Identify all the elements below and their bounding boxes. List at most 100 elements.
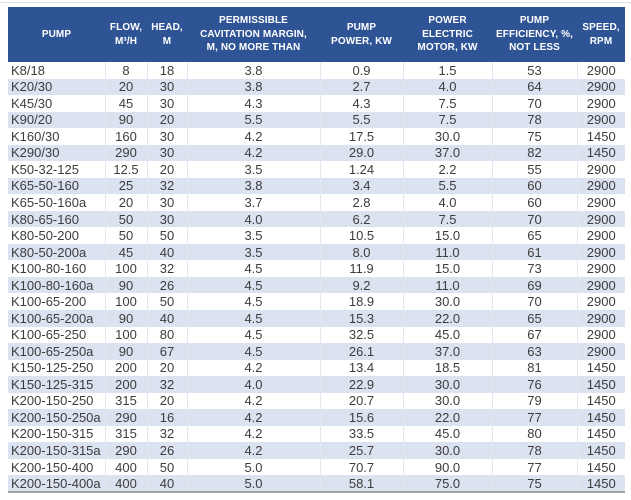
table-row: K200-150-250 315 20 4.2 20.7 30.0 79 1450 bbox=[8, 392, 625, 410]
table-header: PUMP FLOW, M³/H HEAD, M PERMISSIBLE CAVITAT… bbox=[8, 7, 625, 62]
table-cell-head: 50 bbox=[146, 458, 187, 476]
table-row: K65-50-160a 20 30 3.7 2.8 4.0 60 2900 bbox=[8, 194, 625, 211]
table-cell-efficiency: 81 bbox=[491, 359, 577, 377]
table-cell-flow: 200 bbox=[104, 359, 147, 377]
column-header-head: HEAD, M bbox=[147, 7, 187, 62]
table-cell-speed: 2900 bbox=[576, 111, 625, 129]
table-cell-pump_power: 33.5 bbox=[319, 425, 403, 443]
table-cell-efficiency: 64 bbox=[491, 78, 577, 96]
table-cell-pump_power: 17.5 bbox=[319, 128, 403, 145]
table-cell-efficiency: 77 bbox=[491, 458, 577, 476]
table-cell-cavitation_margin: 4.2 bbox=[186, 409, 320, 426]
table-cell-speed: 1450 bbox=[576, 128, 625, 145]
table-cell-motor_power: 11.0 bbox=[402, 276, 492, 294]
table-cell-efficiency: 80 bbox=[491, 425, 577, 443]
table-cell-motor_power: 22.0 bbox=[402, 309, 492, 327]
table-cell-flow: 315 bbox=[104, 425, 147, 443]
table-cell-efficiency: 70 bbox=[491, 95, 577, 112]
table-cell-pump_power: 13.4 bbox=[319, 359, 403, 377]
table-cell-pump_power: 15.6 bbox=[319, 409, 403, 426]
table-cell-motor_power: 30.0 bbox=[402, 392, 492, 410]
table-row: K8/18 8 18 3.8 0.9 1.5 53 2900 bbox=[8, 62, 625, 79]
table-cell-speed: 2900 bbox=[576, 276, 625, 294]
table-cell-efficiency: 65 bbox=[491, 309, 577, 327]
table-cell-pump_power: 32.5 bbox=[319, 326, 403, 344]
table-cell-motor_power: 7.5 bbox=[402, 210, 492, 228]
table-cell-cavitation_margin: 3.5 bbox=[186, 161, 320, 178]
table-cell-efficiency: 82 bbox=[491, 144, 577, 162]
pump-name-cell: K90/20 bbox=[11, 112, 53, 128]
table-cell-efficiency: 70 bbox=[491, 293, 577, 310]
table-cell-pump_power: 10.5 bbox=[319, 227, 403, 244]
table-cell-motor_power: 15.0 bbox=[402, 260, 492, 277]
pump-name-cell: K100-65-200a bbox=[11, 310, 94, 326]
table-cell-motor_power: 75.0 bbox=[402, 475, 492, 492]
table-cell-pump_power: 15.3 bbox=[319, 309, 403, 327]
table-cell-efficiency: 53 bbox=[491, 62, 577, 79]
table-cell-flow: 50 bbox=[104, 227, 147, 244]
table-row: K200-150-250a 290 16 4.2 15.6 22.0 77 1450 bbox=[8, 409, 625, 426]
table-cell-cavitation_margin: 4.5 bbox=[186, 276, 320, 294]
table-cell-efficiency: 55 bbox=[491, 161, 577, 178]
table-cell-pump_power: 4.3 bbox=[319, 95, 403, 112]
table-cell-head: 26 bbox=[146, 442, 187, 459]
table-row: K100-80-160a 90 26 4.5 9.2 11.0 69 2900 bbox=[8, 276, 625, 294]
table-cell-efficiency: 75 bbox=[491, 475, 577, 492]
table-cell-speed: 2900 bbox=[576, 210, 625, 228]
table-row: K200-150-315 315 32 4.2 33.5 45.0 80 1450 bbox=[8, 425, 625, 443]
table-cell-flow: 45 bbox=[104, 243, 147, 261]
table-cell-head: 50 bbox=[146, 227, 187, 244]
table-cell-flow: 160 bbox=[104, 128, 147, 145]
table-cell-pump_power: 18.9 bbox=[319, 293, 403, 310]
pump-name-cell: K80-50-200a bbox=[11, 244, 87, 260]
column-header-speed: SPEED, RPM bbox=[577, 7, 625, 62]
table-cell-cavitation_margin: 4.2 bbox=[186, 425, 320, 443]
table-cell-flow: 315 bbox=[104, 392, 147, 410]
pump-name-cell: K200-150-400 bbox=[11, 459, 94, 475]
table-cell-head: 20 bbox=[146, 111, 187, 129]
pump-name-cell: K80-65-160 bbox=[11, 211, 79, 227]
table-cell-efficiency: 77 bbox=[491, 409, 577, 426]
table-cell-speed: 2900 bbox=[576, 62, 625, 79]
table-cell-cavitation_margin: 3.7 bbox=[186, 194, 320, 211]
pump-name-cell: K100-65-200 bbox=[11, 294, 87, 310]
table-cell-efficiency: 75 bbox=[491, 128, 577, 145]
table-cell-head: 20 bbox=[146, 392, 187, 410]
table-cell-motor_power: 7.5 bbox=[402, 111, 492, 129]
table-cell-flow: 8 bbox=[104, 62, 147, 79]
table-cell-speed: 1450 bbox=[576, 392, 625, 410]
table-cell-speed: 2900 bbox=[576, 161, 625, 178]
table-cell-cavitation_margin: 3.5 bbox=[186, 243, 320, 261]
table-cell-efficiency: 63 bbox=[491, 343, 577, 360]
table-cell-motor_power: 37.0 bbox=[402, 343, 492, 360]
table-cell-motor_power: 2.2 bbox=[402, 161, 492, 178]
pump-name-cell: K200-150-315a bbox=[11, 442, 101, 458]
table-cell-efficiency: 73 bbox=[491, 260, 577, 277]
table-cell-head: 30 bbox=[146, 194, 187, 211]
table-cell-efficiency: 60 bbox=[491, 177, 577, 195]
table-cell-speed: 2900 bbox=[576, 326, 625, 344]
table-cell-head: 30 bbox=[146, 144, 187, 162]
table-cell-pump_power: 8.0 bbox=[319, 243, 403, 261]
pump-name-cell: K45/30 bbox=[11, 95, 53, 111]
table-cell-speed: 2900 bbox=[576, 243, 625, 261]
table-cell-cavitation_margin: 4.5 bbox=[186, 343, 320, 360]
table-row: K200-150-315a 290 26 4.2 25.7 30.0 78 1450 bbox=[8, 442, 625, 459]
pump-name-cell: K200-150-400a bbox=[11, 475, 101, 491]
table-cell-cavitation_margin: 4.2 bbox=[186, 144, 320, 162]
table-cell-head: 32 bbox=[146, 177, 187, 195]
table-cell-flow: 90 bbox=[104, 309, 147, 327]
table-cell-head: 32 bbox=[146, 260, 187, 277]
table-row: K200-150-400 400 50 5.0 70.7 90.0 77 1450 bbox=[8, 458, 625, 476]
table-cell-pump_power: 0.9 bbox=[319, 62, 403, 79]
table-cell-speed: 1450 bbox=[576, 425, 625, 443]
table-cell-speed: 1450 bbox=[576, 144, 625, 162]
table-cell-motor_power: 90.0 bbox=[402, 458, 492, 476]
column-header-motor_power: POWER ELECTRIC MOTOR, KW bbox=[403, 7, 492, 62]
table-cell-cavitation_margin: 5.0 bbox=[186, 458, 320, 476]
pump-table: PUMP FLOW, M³/H HEAD, M PERMISSIBLE CAVITAT… bbox=[8, 7, 625, 493]
pump-name-cell: K200-150-315 bbox=[11, 426, 94, 442]
table-row: K100-80-160 100 32 4.5 11.9 15.0 73 2900 bbox=[8, 260, 625, 277]
table-cell-flow: 290 bbox=[104, 144, 147, 162]
table-cell-pump_power: 70.7 bbox=[319, 458, 403, 476]
